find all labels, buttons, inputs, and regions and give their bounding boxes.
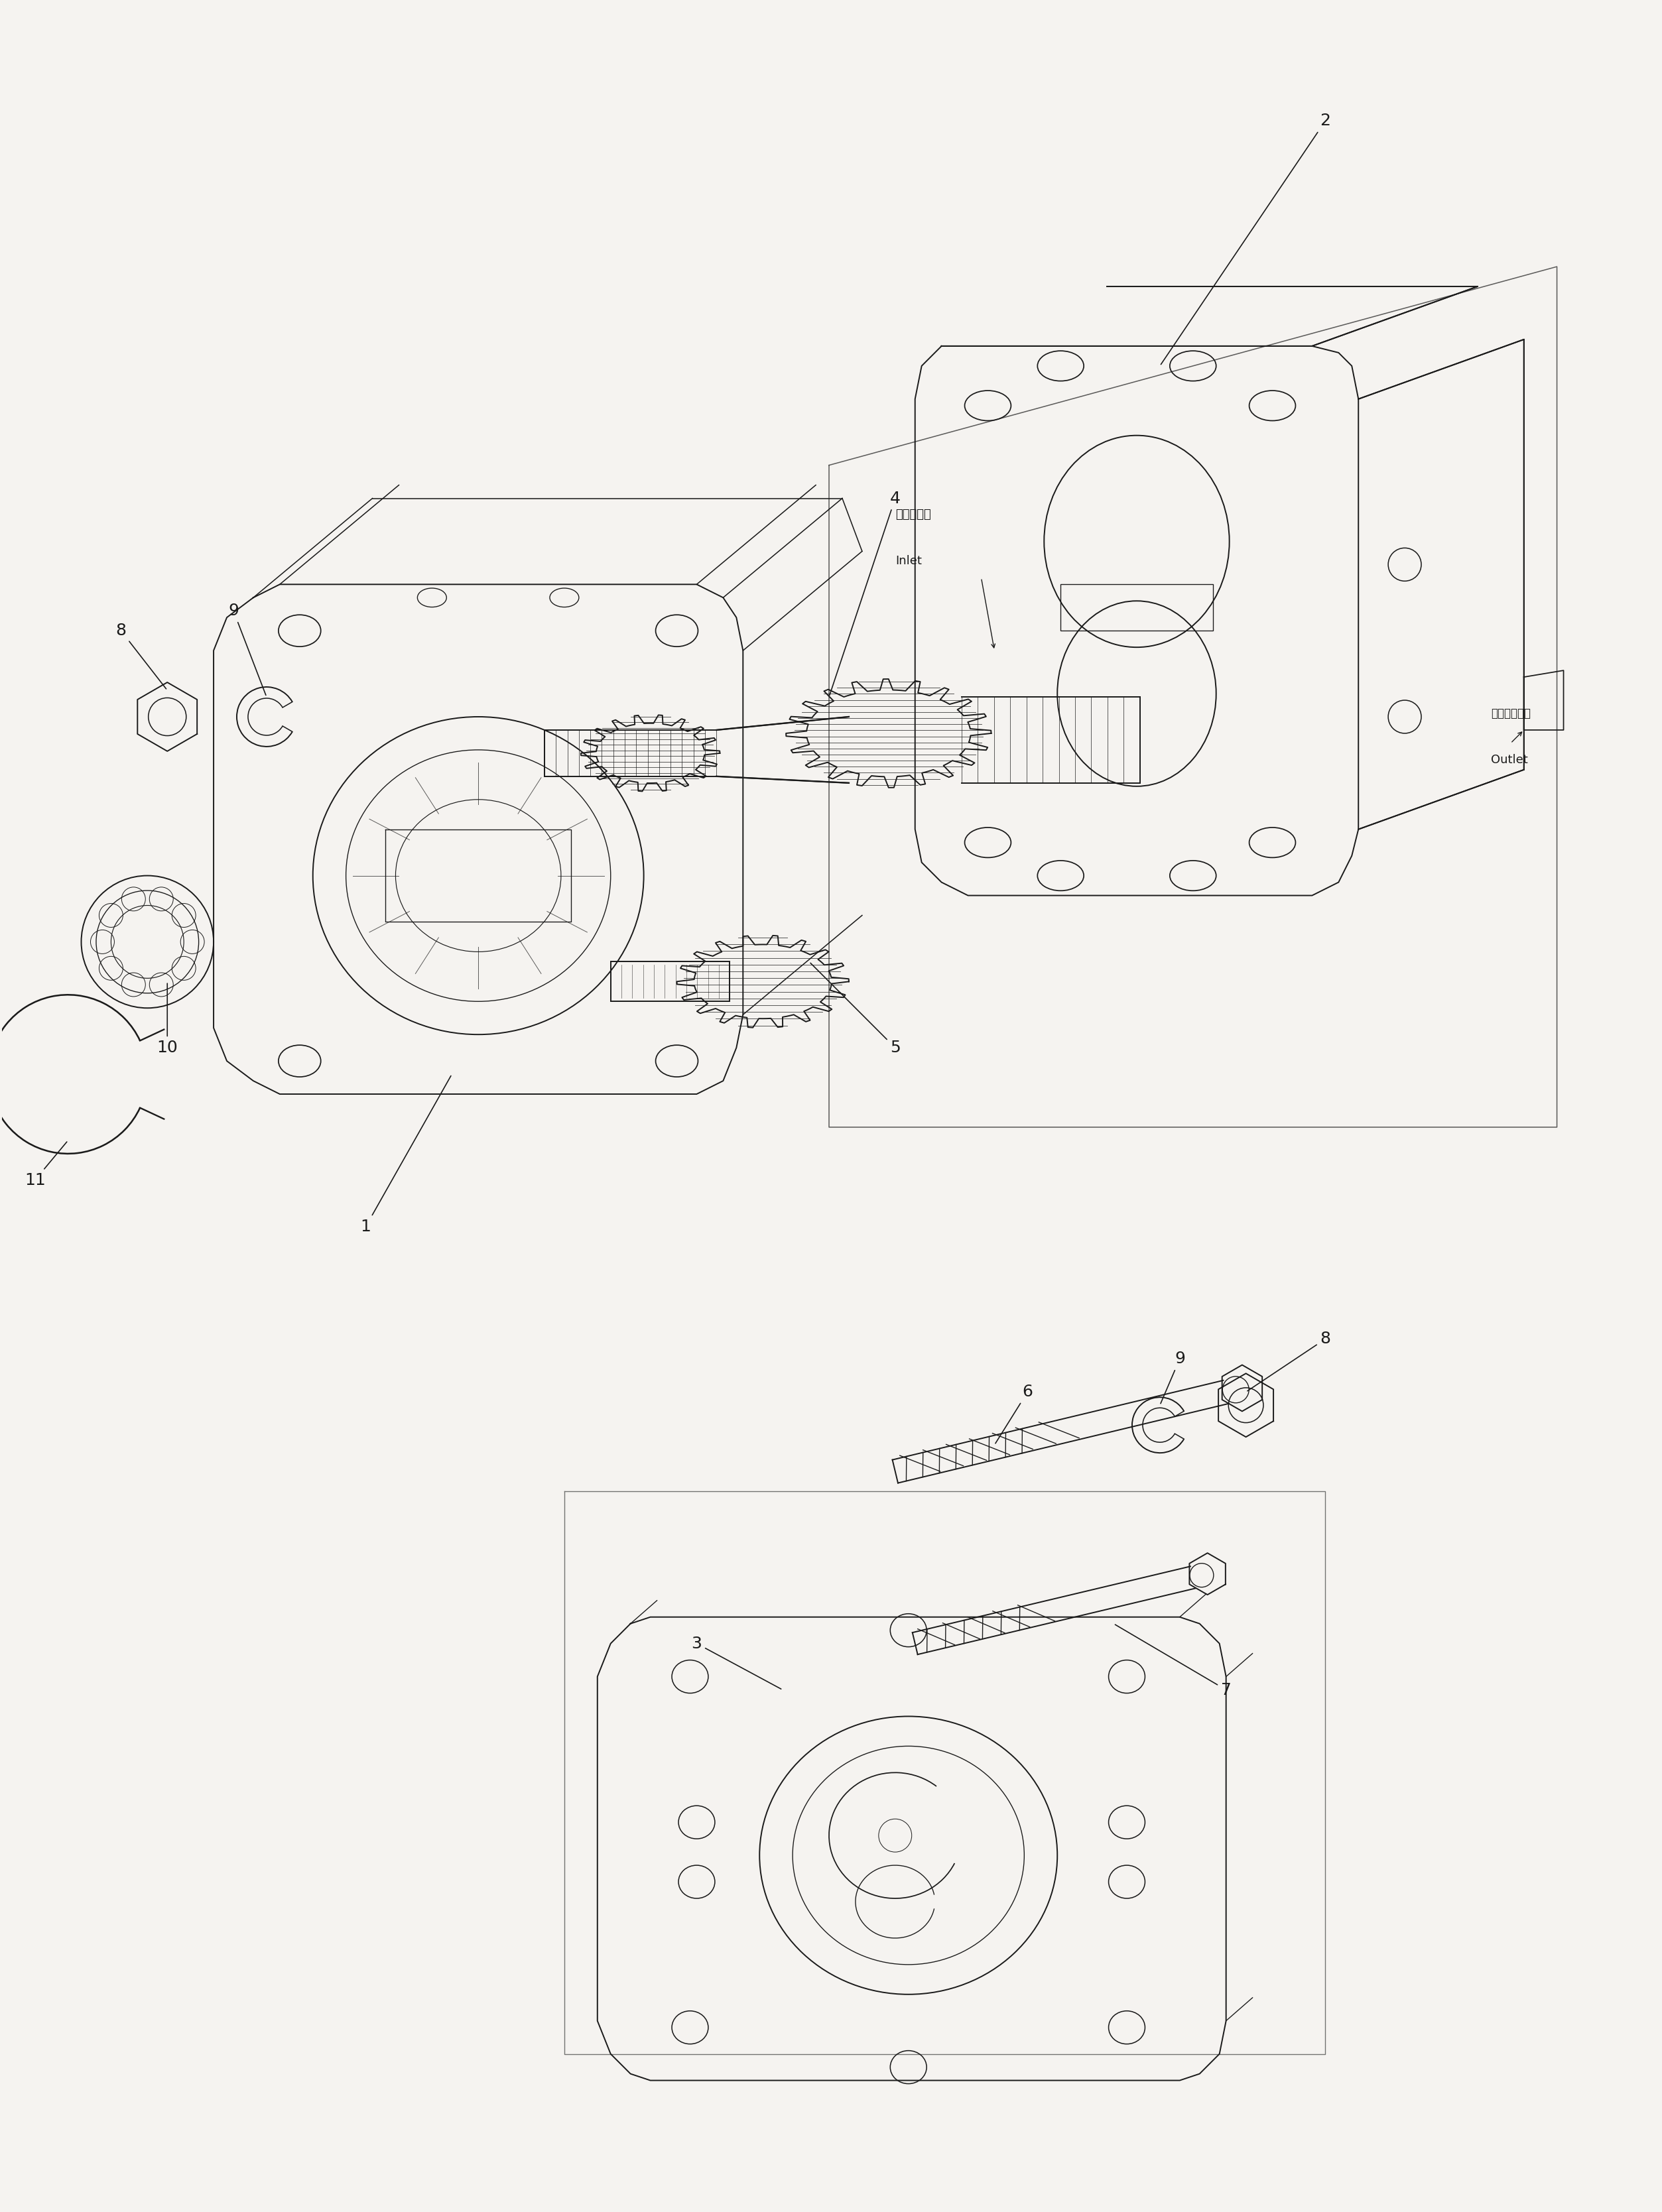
Text: アウトレット: アウトレット [1491,708,1531,719]
Text: 6: 6 [996,1385,1032,1444]
Text: 9: 9 [228,604,266,695]
Text: 3: 3 [691,1635,781,1690]
Text: 8: 8 [1248,1332,1331,1391]
Text: 11: 11 [25,1141,66,1188]
Text: 5: 5 [811,962,901,1055]
Text: 8: 8 [116,624,166,688]
Text: Inlet: Inlet [896,555,922,566]
Text: 1: 1 [361,1075,450,1234]
Text: 7: 7 [1115,1624,1232,1699]
Text: イノレット: イノレット [896,509,931,520]
Text: 9: 9 [1160,1352,1185,1402]
Text: 4: 4 [829,491,901,695]
Text: Outlet: Outlet [1491,754,1527,765]
Text: 2: 2 [1162,113,1331,365]
Text: 10: 10 [156,984,178,1055]
Bar [1060,584,1213,630]
